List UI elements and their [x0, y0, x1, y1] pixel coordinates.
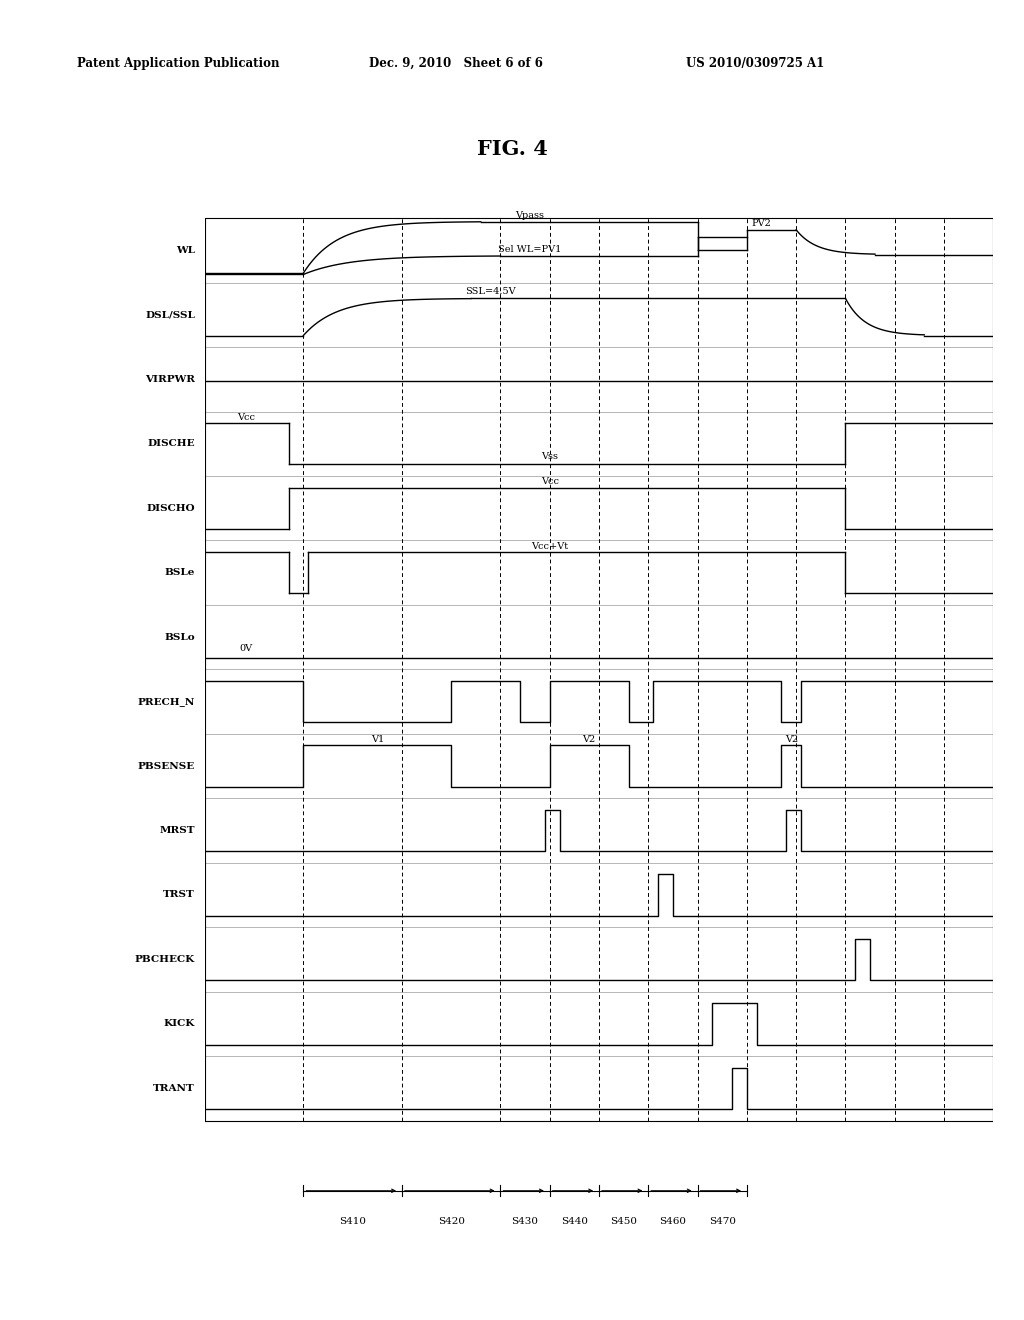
Text: V1: V1 [371, 735, 384, 744]
Text: TRANT: TRANT [154, 1084, 195, 1093]
Text: Dec. 9, 2010   Sheet 6 of 6: Dec. 9, 2010 Sheet 6 of 6 [369, 57, 543, 70]
Text: BSLe: BSLe [165, 568, 195, 577]
Text: Vss: Vss [542, 451, 558, 461]
Text: PBSENSE: PBSENSE [137, 762, 195, 771]
Text: Patent Application Publication: Patent Application Publication [77, 57, 280, 70]
Text: S410: S410 [339, 1217, 367, 1226]
Text: V2: V2 [583, 735, 596, 744]
Text: Sel WL=PV1: Sel WL=PV1 [499, 244, 562, 253]
Text: S440: S440 [561, 1217, 588, 1226]
Text: Vcc+Vt: Vcc+Vt [531, 541, 568, 550]
Text: V2: V2 [784, 735, 798, 744]
Text: PBCHECK: PBCHECK [135, 954, 195, 964]
Text: FIG. 4: FIG. 4 [476, 139, 548, 158]
Text: WL: WL [176, 246, 195, 255]
Text: US 2010/0309725 A1: US 2010/0309725 A1 [686, 57, 824, 70]
Text: VIRPWR: VIRPWR [145, 375, 195, 384]
Text: Vpass: Vpass [515, 211, 545, 219]
Text: S420: S420 [437, 1217, 465, 1226]
Text: S470: S470 [709, 1217, 735, 1226]
Text: KICK: KICK [164, 1019, 195, 1028]
Text: S430: S430 [512, 1217, 539, 1226]
Text: Vcc: Vcc [541, 478, 559, 486]
Text: DISCHO: DISCHO [146, 504, 195, 512]
Text: MRST: MRST [160, 826, 195, 836]
Text: 0V: 0V [240, 644, 253, 653]
Text: S450: S450 [610, 1217, 637, 1226]
Text: SSL=4.5V: SSL=4.5V [465, 288, 516, 297]
Text: DISCHE: DISCHE [147, 440, 195, 449]
Text: BSLo: BSLo [164, 632, 195, 642]
Text: S460: S460 [659, 1217, 686, 1226]
Text: PRECH_N: PRECH_N [137, 697, 195, 706]
Text: TRST: TRST [163, 891, 195, 899]
Text: Vcc: Vcc [238, 413, 255, 422]
Text: DSL/SSL: DSL/SSL [145, 310, 195, 319]
Text: PV2: PV2 [752, 219, 772, 228]
